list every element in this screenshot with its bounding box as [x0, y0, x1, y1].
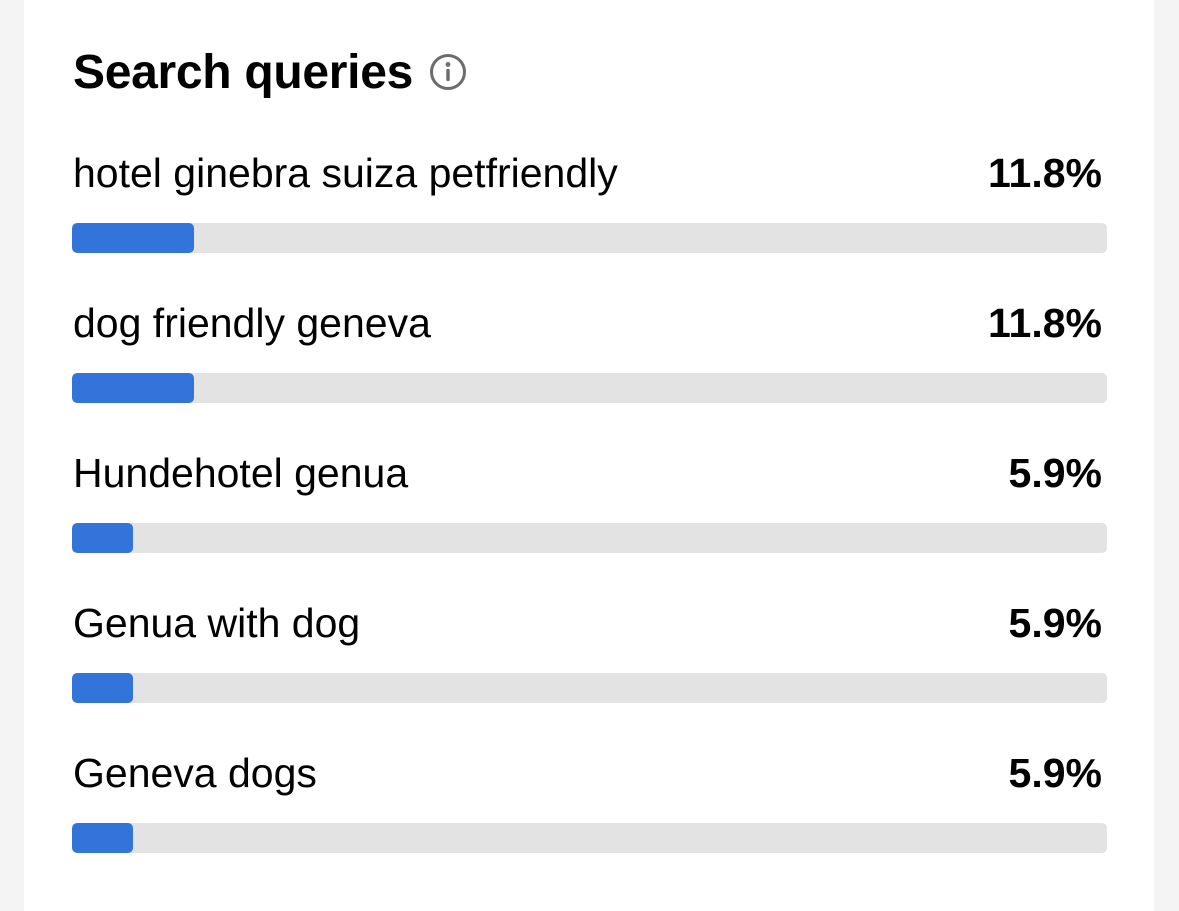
search-queries-card: Search queries hotel ginebra suiza petfr…: [24, 0, 1154, 911]
query-label: Geneva dogs: [73, 750, 317, 796]
query-row: dog friendly geneva 11.8%: [72, 300, 1107, 450]
search-query-list: hotel ginebra suiza petfriendly 11.8% do…: [72, 150, 1107, 900]
info-icon[interactable]: [429, 53, 467, 91]
query-percent: 5.9%: [1008, 750, 1102, 796]
query-bar-fill: [72, 673, 134, 703]
info-circle-icon: [429, 54, 466, 90]
query-percent: 5.9%: [1008, 450, 1102, 496]
query-bar-fill: [72, 823, 134, 853]
query-row: Hundehotel genua 5.9%: [72, 450, 1107, 600]
query-label: hotel ginebra suiza petfriendly: [73, 150, 618, 196]
query-bar-fill: [72, 373, 195, 403]
card-header: Search queries: [73, 40, 467, 104]
query-bar-track: [72, 823, 1107, 853]
query-bar-track: [72, 223, 1107, 253]
query-percent: 5.9%: [1008, 600, 1102, 646]
query-percent: 11.8%: [988, 150, 1102, 196]
query-label: dog friendly geneva: [73, 300, 431, 346]
query-bar-fill: [72, 523, 134, 553]
query-label: Hundehotel genua: [73, 450, 409, 496]
query-bar-track: [72, 373, 1107, 403]
query-percent: 11.8%: [988, 300, 1102, 346]
query-label: Genua with dog: [73, 600, 361, 646]
card-title: Search queries: [73, 45, 413, 99]
query-bar-track: [72, 673, 1107, 703]
query-row: hotel ginebra suiza petfriendly 11.8%: [72, 150, 1107, 300]
query-row: Geneva dogs 5.9%: [72, 750, 1107, 900]
query-bar-track: [72, 523, 1107, 553]
query-row: Genua with dog 5.9%: [72, 600, 1107, 750]
query-bar-fill: [72, 223, 195, 253]
